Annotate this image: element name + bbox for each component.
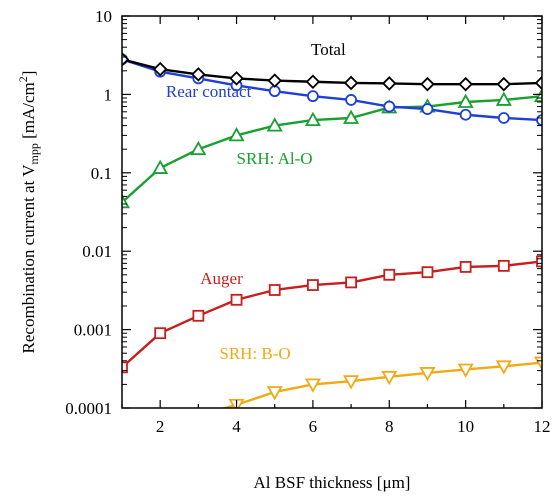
series-line-srh-b-o [220,361,542,408]
data-point-square [536,255,542,268]
series-srh-b-o [192,356,542,423]
data-point-square [230,293,243,306]
data-point-diamond [229,71,244,86]
data-point-diamond [420,76,435,92]
x-tick-label: 12 [534,417,551,436]
data-point-diamond [305,74,321,90]
data-point-square [192,309,205,322]
y-axis-title: Recombination current at Vmpp [mA/cm2] [16,71,41,354]
data-point-circle [459,108,472,121]
data-point-triangle-up [304,111,321,127]
data-point-square [383,268,396,281]
plot-frame [121,15,543,409]
series-line-rear-contact [122,58,542,122]
data-point-triangle-down [266,386,283,401]
data-point-circle [497,112,510,124]
label-layer: 2 4 6 8 10 12 0.0001 0.001 0.01 0.1 1 10 Al BSF thic… [16,7,551,492]
x-tick-label: 4 [232,417,241,436]
series-line-srh-al-o [122,94,542,204]
series-label-srh-al-o: SRH: Al-O [237,149,313,168]
data-point-triangle-down [495,360,512,375]
y-tick-label: 1 [104,85,113,104]
data-point-diamond [534,75,542,91]
data-point-triangle-up [266,117,283,132]
x-tick-label: 6 [309,417,318,436]
data-point-diamond [152,61,168,77]
tick-layer [121,15,543,409]
data-point-triangle-down [304,378,321,393]
series-line-auger [122,260,542,369]
series-label-rear-contact: Rear contact [166,82,252,101]
data-point-diamond [496,76,512,92]
data-point-square [307,279,319,291]
series-layer [122,52,542,423]
series-label-srh-b-o: SRH: B-O [219,344,290,363]
data-point-diamond [381,76,397,91]
series-auger [122,255,542,374]
x-axis-title: Al BSF thickness [μm] [254,473,411,492]
y-tick-label: 0.01 [82,242,112,261]
data-point-triangle-up [343,109,360,124]
data-point-square [459,261,472,273]
data-point-square [345,276,357,289]
x-tick-label: 10 [457,417,474,436]
x-tick-label: 2 [156,417,165,436]
series-line-total [122,58,542,86]
data-point-square [421,266,434,279]
data-point-circle [421,103,434,115]
data-point-diamond [267,73,283,88]
data-point-triangle-down [343,375,360,390]
data-point-diamond [343,75,359,91]
data-point-triangle-down [192,411,205,423]
series-label-total: Total [311,40,346,59]
data-point-circle [345,94,357,106]
y-tick-label: 0.001 [74,321,112,340]
data-point-square [122,361,128,374]
data-point-diamond [458,76,473,92]
data-point-triangle-up [228,127,245,142]
series-srh-al-o [122,87,542,209]
data-point-triangle-down [381,370,398,386]
data-point-triangle-up [495,91,512,106]
data-point-square [154,327,167,340]
data-point-diamond [191,67,206,82]
x-tick-label: 8 [385,417,394,436]
data-point-triangle-up [457,93,474,108]
series-label-auger: Auger [200,269,243,288]
data-point-circle [307,90,319,103]
data-point-circle [383,100,396,113]
y-tick-label: 0.0001 [65,399,112,418]
data-point-square [268,284,281,296]
data-point-triangle-down [457,363,474,378]
data-point-triangle-up [190,140,207,156]
y-tick-label: 10 [95,7,112,26]
data-point-triangle-down [419,367,436,382]
series-total [122,52,542,92]
data-point-square [497,259,510,272]
y-tick-label: 0.1 [91,164,112,183]
data-point-triangle-up [152,159,169,174]
